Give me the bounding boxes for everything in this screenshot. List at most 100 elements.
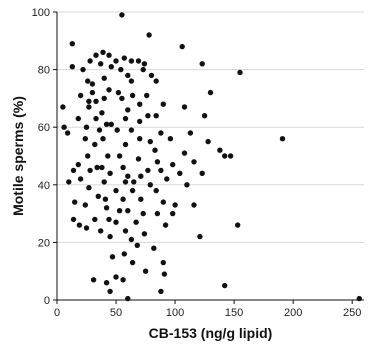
data-point — [147, 138, 153, 145]
data-point — [113, 187, 119, 194]
x-tick-label: 200 — [284, 307, 302, 319]
data-point — [172, 202, 178, 208]
data-point — [191, 159, 197, 165]
data-point — [135, 156, 142, 162]
x-tick-label: 50 — [110, 307, 122, 319]
data-point — [95, 193, 102, 199]
data-point — [138, 196, 144, 202]
data-point — [116, 153, 123, 159]
data-point — [72, 199, 78, 205]
data-point — [122, 115, 129, 122]
data-point — [108, 63, 115, 70]
y-axis-ticks: 0 20 40 60 80 100 — [32, 7, 57, 307]
data-point — [125, 72, 131, 79]
data-point — [108, 121, 115, 128]
data-point — [83, 124, 90, 130]
data-point — [145, 167, 151, 174]
data-point — [121, 251, 128, 257]
data-point — [129, 259, 136, 266]
data-point — [217, 147, 223, 153]
data-point — [60, 104, 66, 110]
data-point — [70, 216, 77, 223]
data-point — [103, 280, 110, 286]
data-point — [85, 153, 91, 159]
data-point — [128, 58, 135, 64]
data-point — [93, 115, 99, 122]
data-point — [129, 92, 136, 99]
data-point — [86, 104, 92, 110]
data-point — [153, 187, 159, 194]
data-point — [75, 115, 82, 122]
data-point — [100, 49, 106, 55]
data-point — [119, 95, 125, 102]
data-point — [237, 69, 243, 76]
x-tick-label: 100 — [166, 307, 184, 319]
data-point — [122, 179, 129, 185]
data-point — [114, 127, 120, 133]
data-point — [158, 130, 164, 136]
data-point — [207, 89, 214, 96]
data-point — [64, 130, 71, 136]
data-point — [137, 136, 143, 142]
data-point — [158, 167, 164, 174]
data-point — [105, 153, 111, 159]
data-point — [87, 58, 93, 64]
data-point — [89, 81, 96, 87]
data-point — [106, 216, 112, 223]
y-tick-label: 100 — [32, 7, 50, 19]
data-point — [131, 179, 137, 185]
data-point — [153, 113, 159, 119]
data-point — [164, 176, 170, 182]
data-point — [160, 199, 166, 205]
data-point — [148, 72, 155, 79]
data-point — [89, 89, 96, 96]
data-point — [205, 138, 211, 145]
data-point — [279, 136, 286, 142]
data-point — [222, 282, 228, 289]
data-point — [120, 196, 126, 202]
data-point — [103, 121, 110, 128]
data-point — [75, 161, 82, 168]
y-tick-label: 60 — [38, 122, 50, 134]
data-point — [153, 78, 159, 84]
data-point — [128, 127, 135, 133]
data-point — [107, 288, 113, 295]
y-axis-title: Motile sperms (%) — [10, 96, 26, 216]
data-point — [119, 12, 125, 18]
data-point — [128, 78, 135, 84]
data-point — [85, 78, 91, 84]
data-point — [98, 228, 104, 234]
data-point — [87, 167, 93, 174]
data-point — [101, 75, 107, 81]
data-point — [102, 196, 109, 202]
data-point — [160, 101, 166, 107]
x-tick-label: 150 — [225, 307, 243, 319]
data-point — [99, 164, 105, 171]
data-point — [147, 182, 153, 188]
data-point — [160, 259, 166, 266]
data-point — [137, 101, 143, 107]
data-point — [113, 219, 119, 225]
data-point — [199, 61, 205, 67]
data-point — [106, 87, 112, 93]
data-point — [167, 136, 174, 142]
data-point — [66, 179, 72, 185]
data-point — [181, 150, 188, 156]
data-point — [170, 210, 176, 217]
data-point — [181, 104, 188, 110]
data-point — [107, 170, 113, 176]
data-point — [83, 225, 90, 231]
data-point — [90, 277, 97, 283]
data-point — [98, 61, 104, 67]
data-point — [125, 107, 131, 113]
y-tick-label: 40 — [38, 180, 50, 192]
data-point — [99, 110, 105, 116]
data-point — [107, 233, 113, 240]
data-point — [86, 98, 92, 105]
data-points — [60, 12, 362, 302]
data-point — [69, 63, 76, 70]
data-point — [125, 173, 131, 179]
x-tick-label: 250 — [343, 307, 361, 319]
data-point — [86, 185, 92, 191]
data-point — [93, 52, 99, 58]
